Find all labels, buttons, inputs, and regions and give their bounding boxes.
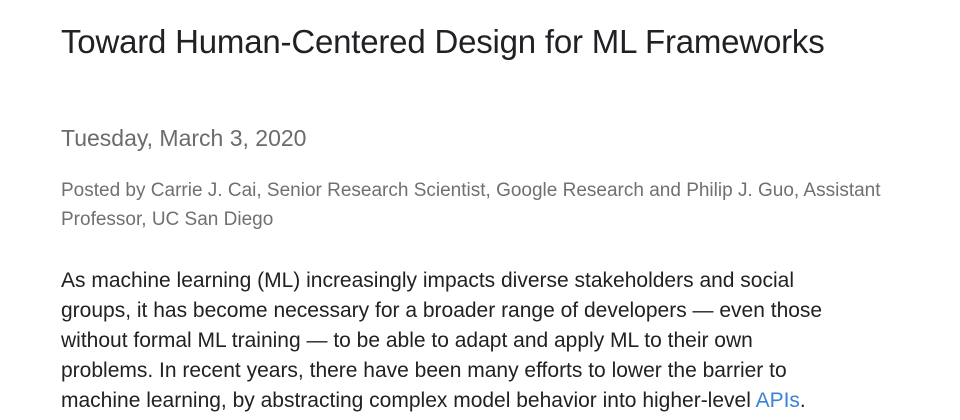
body-line-text: machine learning, by abstracting complex… [61,389,756,412]
body-line: groups, it has become necessary for a br… [61,299,823,322]
body-line-end: . [799,389,806,412]
body-line: problems. In recent years, there have be… [61,359,787,382]
post-title: Toward Human-Centered Design for ML Fram… [61,23,825,60]
body-line: As machine learning (ML) increasingly im… [61,269,795,292]
post-body: As machine learning (ML) increasingly im… [61,266,911,416]
body-line: without formal ML training — to be able … [61,329,753,352]
apis-link[interactable]: APIs [755,389,800,412]
post-date: Tuesday, March 3, 2020 [61,125,307,151]
post-byline: Posted by Carrie J. Cai, Senior Research… [61,180,881,230]
body-line-with-link: machine learning, by abstracting complex… [61,386,911,416]
